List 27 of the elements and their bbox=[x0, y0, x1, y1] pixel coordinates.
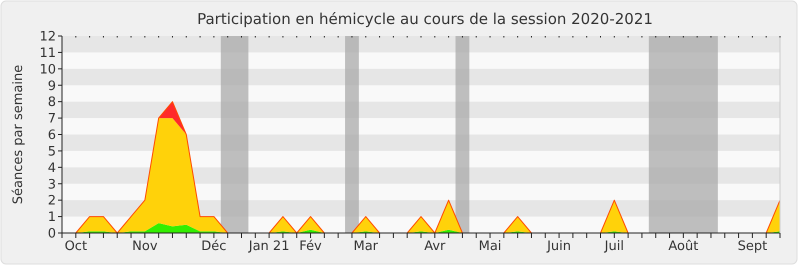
y-tick-label: 3 bbox=[48, 177, 56, 192]
x-tick-label: Jan 21 bbox=[248, 239, 290, 254]
x-tick-label: Juin bbox=[546, 239, 572, 254]
x-tick-label: Mai bbox=[478, 239, 502, 254]
y-tick-label: 5 bbox=[48, 144, 56, 160]
x-tick-label: Août bbox=[668, 239, 698, 254]
y-tick-label: 6 bbox=[48, 128, 56, 144]
y-tick-label: 2 bbox=[48, 194, 56, 209]
y-tick-label: 11 bbox=[39, 46, 56, 61]
x-tick-label: Mar bbox=[354, 239, 379, 254]
x-tick-label: Juil bbox=[604, 239, 624, 254]
x-tick-label: Fév bbox=[299, 239, 322, 254]
x-tick-label: Nov bbox=[132, 239, 158, 254]
x-tick-label: Avr bbox=[424, 239, 446, 254]
y-tick-label: 4 bbox=[48, 160, 56, 176]
y-tick-label: 9 bbox=[48, 78, 56, 94]
y-tick-label: 0 bbox=[48, 226, 56, 242]
y-tick-label: 10 bbox=[39, 62, 56, 78]
x-tick-label: Déc bbox=[201, 239, 226, 254]
chart-title: Participation en hémicycle au cours de la session 2020-2021 bbox=[197, 10, 653, 28]
y-tick-label: 1 bbox=[48, 210, 56, 226]
x-tick-label: Oct bbox=[64, 239, 88, 254]
y-axis-title: Séances par semaine bbox=[11, 64, 26, 204]
y-tick-label: 12 bbox=[39, 30, 56, 45]
y-tick-label: 7 bbox=[48, 112, 56, 127]
y-tick-label: 8 bbox=[48, 95, 56, 110]
x-tick-label: Sept bbox=[738, 239, 768, 254]
